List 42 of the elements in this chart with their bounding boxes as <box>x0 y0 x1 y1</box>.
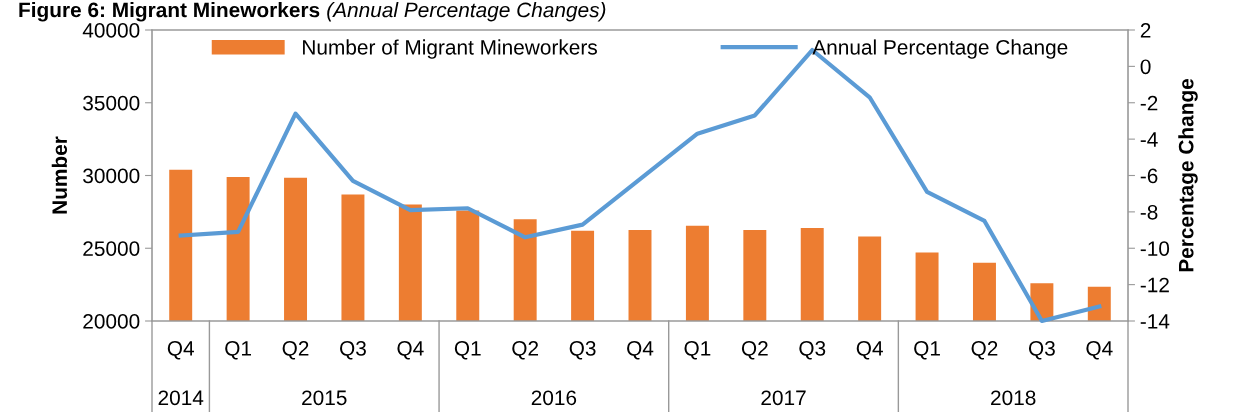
y-tick-label: 30000 <box>83 168 140 184</box>
chart-title: Figure 6: Migrant Mineworkers <box>19 2 320 22</box>
y2-tick-label: -14 <box>1140 314 1170 329</box>
y2-tick-label: -4 <box>1140 132 1158 147</box>
chart-subtitle: (Annual Percentage Changes) <box>327 2 606 22</box>
y-axis-title: Number <box>51 136 68 214</box>
x-tick-label: Q3 <box>569 340 596 360</box>
x-tick-label: Q2 <box>282 340 309 360</box>
y2-tick-label: -2 <box>1140 95 1158 111</box>
legend-label: Number of Migrant Mineworkers <box>303 39 597 59</box>
x-tick-label: Q2 <box>512 340 539 360</box>
text: 2017 <box>761 390 806 406</box>
y2-tick-label: -12 <box>1140 277 1169 293</box>
y2-tick-label: 0 <box>1140 59 1151 75</box>
x-tick-label: Q3 <box>1028 340 1055 360</box>
x-tick-label: Q2 <box>741 340 768 360</box>
x-tick-label: Q1 <box>684 340 711 360</box>
x-tick-label: Q4 <box>627 340 654 360</box>
text: 2014 <box>158 390 204 406</box>
text: 2016 <box>531 390 577 406</box>
x-tick-label: Q1 <box>914 340 940 360</box>
x-tick-label: Q2 <box>971 340 998 360</box>
legend-label: Annual Percentage Change <box>812 39 1068 59</box>
y-tick-label: 40000 <box>82 23 140 38</box>
text: 2015 <box>302 390 347 406</box>
x-tick-label: Q3 <box>799 340 826 360</box>
x-tick-label: Q4 <box>1086 340 1113 360</box>
x-tick-label: Q4 <box>167 340 194 360</box>
y2-axis-title: Percentage Change <box>1178 78 1198 272</box>
x-tick-label: Q4 <box>856 340 883 360</box>
x-tick-label: Q1 <box>225 340 251 360</box>
text: 2018 <box>991 390 1036 406</box>
x-tick-label: Q4 <box>397 340 424 360</box>
y-tick-label: 35000 <box>83 95 140 111</box>
y-tick-label: 20000 <box>83 314 140 329</box>
x-tick-label: Q3 <box>340 340 366 360</box>
y2-tick-label: 2 <box>1140 23 1151 38</box>
y-tick-label: 25000 <box>83 241 140 256</box>
x-tick-label: Q1 <box>454 340 481 360</box>
y2-tick-label: -10 <box>1140 241 1170 256</box>
y2-tick-label: -8 <box>1140 204 1158 220</box>
y2-tick-label: -6 <box>1140 168 1158 184</box>
